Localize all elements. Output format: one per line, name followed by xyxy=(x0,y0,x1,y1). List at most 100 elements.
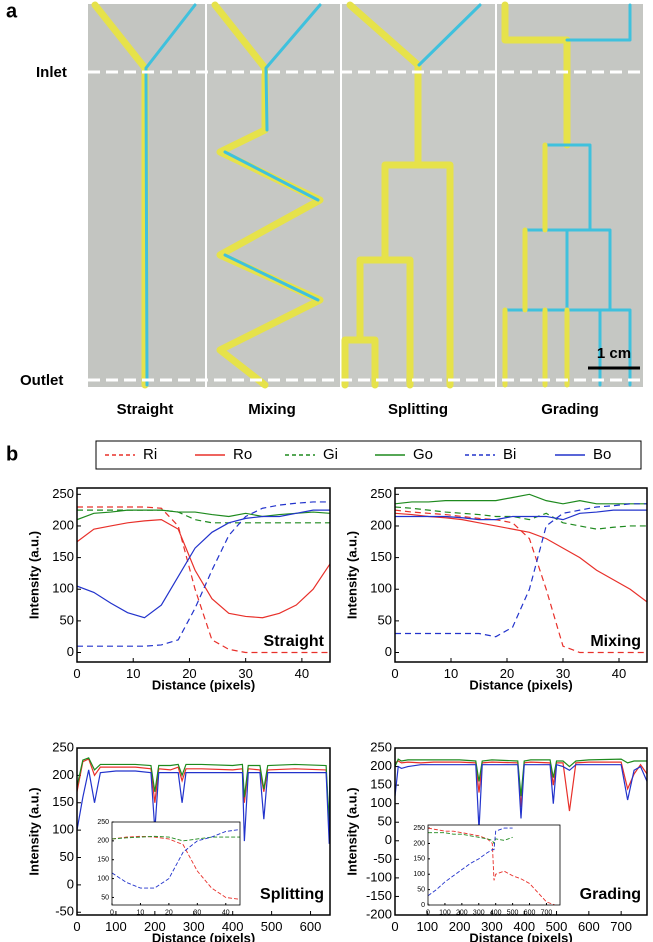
y-tick-label: 100 xyxy=(370,795,392,810)
caption: Mixing xyxy=(248,401,296,418)
y-tick-label: 250 xyxy=(370,739,392,754)
series-line xyxy=(112,835,240,842)
legend-box xyxy=(95,440,642,470)
inset-background xyxy=(428,825,560,905)
y-tick-label: 250 xyxy=(413,825,425,832)
x-axis-label: Distance (pixels) xyxy=(152,930,255,942)
x-tick-label: 500 xyxy=(261,919,283,934)
y-tick-label: 50 xyxy=(101,894,109,901)
x-tick-label: 200 xyxy=(449,919,471,934)
y-tick-label: 100 xyxy=(52,581,74,596)
series-line xyxy=(77,519,330,619)
x-tick-label: 600 xyxy=(524,909,536,916)
series-line xyxy=(428,827,556,905)
plot-frame xyxy=(76,747,331,916)
y-axis-label: Intensity (a.u.) xyxy=(344,531,359,619)
x-tick-label: 300 xyxy=(473,909,485,916)
x-tick-label: 10 xyxy=(126,666,140,681)
x-tick-label: 0 xyxy=(110,909,114,916)
x-tick-label: 30 xyxy=(556,666,570,681)
x-tick-label: 40 xyxy=(295,666,309,681)
series-line xyxy=(395,506,647,530)
series-line xyxy=(77,758,330,831)
x-tick-label: 200 xyxy=(456,909,468,916)
y-tick-label: 0 xyxy=(385,832,392,847)
x-tick-label: 20 xyxy=(165,909,173,916)
legend-label: Ri xyxy=(143,446,157,463)
caption: Straight xyxy=(117,401,174,418)
y-tick-label: -100 xyxy=(366,869,392,884)
x-axis-label: Distance (pixels) xyxy=(152,677,255,692)
series-line xyxy=(77,506,330,654)
series-line xyxy=(77,509,330,521)
x-tick-label: 30 xyxy=(238,666,252,681)
x-tick-label: 30 xyxy=(193,909,201,916)
panel-label: a xyxy=(6,0,18,22)
legend-label: Bi xyxy=(503,446,516,463)
x-tick-label: 600 xyxy=(578,919,600,934)
caption: Grading xyxy=(541,401,599,418)
y-tick-label: 100 xyxy=(52,822,74,837)
channels xyxy=(91,1,632,389)
series-line xyxy=(395,760,647,812)
chart-title: Straight xyxy=(264,633,325,650)
series-line xyxy=(77,501,330,647)
plot-frame xyxy=(111,821,241,906)
x-tick-label: 300 xyxy=(481,919,503,934)
plot-frame xyxy=(76,487,331,663)
x-tick-label: 700 xyxy=(610,919,632,934)
x-tick-label: 300 xyxy=(183,919,205,934)
series-line xyxy=(428,832,513,845)
y-tick-label: 50 xyxy=(417,886,425,893)
x-tick-label: 10 xyxy=(137,909,145,916)
series-line xyxy=(395,512,647,603)
legend-label: Bo xyxy=(593,446,611,463)
series-line xyxy=(77,509,330,524)
y-tick-label: 150 xyxy=(97,857,109,864)
series-line xyxy=(112,829,240,889)
chart-title: Splitting xyxy=(260,886,324,903)
y-tick-label: 100 xyxy=(413,871,425,878)
series-line xyxy=(77,769,330,844)
chart-title: Grading xyxy=(580,886,641,903)
y-tick-label: 250 xyxy=(52,486,74,501)
plot-frame xyxy=(394,747,648,916)
y-tick-label: 0 xyxy=(421,902,425,909)
y-tick-label: 150 xyxy=(370,549,392,564)
series-line xyxy=(395,503,647,638)
y-tick-label: 150 xyxy=(52,549,74,564)
y-tick-label: -50 xyxy=(55,904,74,919)
y-tick-label: 200 xyxy=(97,838,109,845)
x-tick-label: 20 xyxy=(182,666,196,681)
series-line xyxy=(395,509,647,521)
y-tick-label: 200 xyxy=(52,517,74,532)
y-tick-label: 50 xyxy=(378,814,392,829)
photos xyxy=(88,1,643,389)
y-tick-label: 100 xyxy=(370,581,392,596)
y-tick-label: 0 xyxy=(67,644,74,659)
series-line xyxy=(395,509,647,654)
series-line xyxy=(77,757,330,825)
y-tick-label: 150 xyxy=(52,794,74,809)
caption: Splitting xyxy=(388,401,448,418)
x-tick-label: 20 xyxy=(500,666,514,681)
y-axis-label: Intensity (a.u.) xyxy=(26,787,41,875)
y-tick-label: 250 xyxy=(52,739,74,754)
x-tick-label: 0 xyxy=(391,666,398,681)
x-tick-label: 400 xyxy=(513,919,535,934)
series-line xyxy=(112,835,240,900)
x-tick-label: 500 xyxy=(546,919,568,934)
x-axis-label: Distance (pixels) xyxy=(469,930,572,942)
x-tick-label: 600 xyxy=(300,919,322,934)
inlet-label: Inlet xyxy=(36,64,67,81)
legend-label: Ro xyxy=(233,446,252,463)
x-tick-label: 0 xyxy=(73,666,80,681)
x-tick-label: 400 xyxy=(222,919,244,934)
y-tick-label: 0 xyxy=(385,644,392,659)
inset-background xyxy=(112,822,240,905)
panel-label: b xyxy=(6,443,18,465)
chart-title: Mixing xyxy=(590,633,641,650)
outlet-label: Outlet xyxy=(20,372,63,389)
x-tick-label: 40 xyxy=(222,909,230,916)
